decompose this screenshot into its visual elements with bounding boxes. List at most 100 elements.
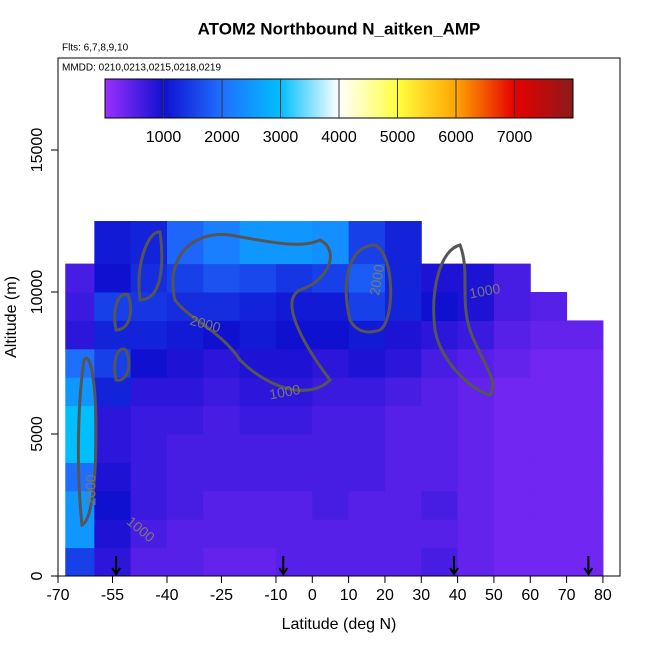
heat-cell (94, 221, 132, 265)
heat-cell (65, 292, 95, 321)
heat-cell (239, 462, 277, 492)
heat-cell (457, 462, 495, 492)
heat-cell (94, 405, 132, 435)
y-tick-label: 0 (29, 571, 46, 580)
subtitle: Flts: 6,7,8,9,10 (62, 43, 129, 54)
heat-cell (493, 462, 531, 492)
heat-cell (94, 348, 132, 378)
colorbar-tick-label: 5000 (380, 129, 416, 146)
heat-cell (203, 490, 241, 520)
heat-cell (94, 490, 132, 520)
heat-cell (94, 519, 132, 549)
heat-cell (312, 377, 350, 407)
heat-cell (530, 405, 568, 435)
heat-cell (457, 547, 495, 577)
heat-cell (203, 519, 241, 549)
heat-cell (566, 377, 604, 407)
heat-cell (130, 377, 168, 407)
heat-cell (65, 434, 95, 463)
heat-cell (493, 263, 531, 293)
heat-cell (493, 519, 531, 549)
heat-cell (130, 519, 168, 549)
heat-cell (493, 292, 531, 321)
heat-cell (130, 462, 168, 492)
x-tick-label: -40 (155, 587, 178, 604)
heat-cell (457, 434, 495, 463)
heat-cell (312, 519, 350, 549)
contour-line (76, 356, 98, 528)
heat-cell (348, 490, 386, 520)
heat-cell (312, 292, 350, 321)
heat-cell (275, 348, 313, 378)
contour-label: 2000 (188, 312, 222, 336)
heat-cell (203, 405, 241, 435)
heat-cell (166, 434, 204, 463)
annotation: MMDD: 0210,0213,0215,0218,0219 (62, 63, 221, 74)
heat-cell (348, 263, 386, 293)
colorbar-tick-label: 4000 (321, 129, 357, 146)
heat-cell (530, 434, 568, 463)
heat-cell (94, 462, 132, 492)
y-tick-label: 5000 (29, 416, 46, 452)
heat-cell (166, 462, 204, 492)
contour-label: 2000 (366, 263, 387, 297)
heat-cell (348, 462, 386, 492)
contour-line (171, 232, 332, 392)
chart-title: ATOM2 Northbound N_aitken_AMP (198, 19, 481, 38)
heat-cell (566, 490, 604, 520)
heat-cell (94, 263, 132, 293)
heat-cell (384, 320, 422, 350)
x-tick-label: 40 (449, 587, 467, 604)
heat-cell (493, 320, 531, 350)
contour-line (344, 243, 393, 334)
heat-cell (166, 547, 204, 577)
heat-cell (348, 519, 386, 549)
heat-cell (130, 405, 168, 435)
heat-cell (312, 490, 350, 520)
heat-cell (421, 462, 459, 492)
heat-cell (421, 405, 459, 435)
contour-line (113, 292, 133, 332)
heat-cell (348, 377, 386, 407)
y-tick-label: 10000 (29, 270, 46, 315)
contours (76, 230, 495, 528)
colorbar-tick-label: 6000 (438, 129, 474, 146)
contour-line (432, 243, 495, 397)
heat-cell (348, 292, 386, 321)
heat-cell (203, 292, 241, 321)
heat-cell (239, 547, 277, 577)
heat-cell (130, 434, 168, 463)
y-axis-label: Altitude (m) (3, 276, 20, 358)
heat-cell (94, 377, 132, 407)
heat-cell (275, 434, 313, 463)
heat-cell (530, 348, 568, 378)
heat-cell (566, 462, 604, 492)
heat-cell (493, 434, 531, 463)
heat-cell (493, 377, 531, 407)
heat-cell (239, 263, 277, 293)
heat-cell (457, 377, 495, 407)
heat-cell (421, 348, 459, 378)
colorbar-tick-label: 2000 (204, 129, 240, 146)
x-tick-label: 80 (594, 587, 612, 604)
heat-cell (566, 547, 604, 577)
y-tick-label: 15000 (29, 128, 46, 173)
heat-cell (530, 462, 568, 492)
contour-line (113, 347, 131, 382)
heat-cell (203, 263, 241, 293)
heat-cell (493, 547, 531, 577)
heat-cell (312, 434, 350, 463)
heat-cell (65, 320, 95, 350)
heat-cell (239, 490, 277, 520)
heat-cell (312, 462, 350, 492)
heat-cell (239, 519, 277, 549)
contour-label: 1000 (268, 381, 302, 402)
heat-cell (493, 348, 531, 378)
heat-cell (457, 405, 495, 435)
heat-cell (457, 519, 495, 549)
heat-cell (348, 434, 386, 463)
heat-cell (275, 519, 313, 549)
heat-cell (166, 320, 204, 350)
heat-cell (239, 434, 277, 463)
heat-cell (384, 377, 422, 407)
